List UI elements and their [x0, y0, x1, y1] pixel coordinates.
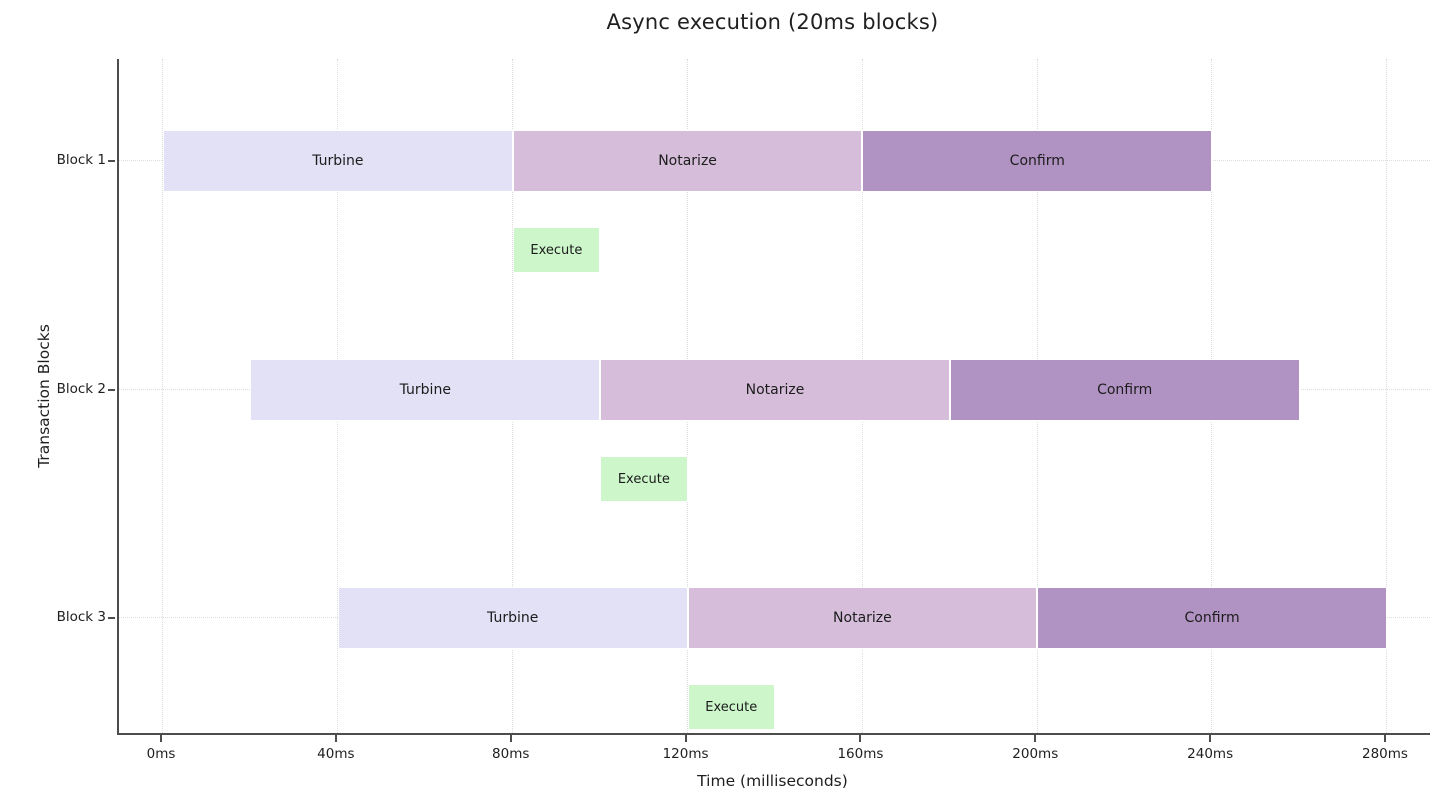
- bar-label: Execute: [705, 699, 758, 715]
- x-tick-mark: [334, 735, 337, 742]
- plot-area: Turbine Notarize Confirm Execute Turbine Nota…: [117, 59, 1430, 735]
- bar-label: Turbine: [399, 382, 451, 398]
- bar-label: Turbine: [312, 153, 364, 169]
- gantt-bar-turbine: Turbine: [337, 587, 688, 649]
- v-gridline: [1386, 59, 1388, 733]
- x-axis-label: Time (milliseconds): [697, 772, 848, 790]
- bar-label: Notarize: [745, 382, 805, 398]
- gantt-bar-execute: Execute: [687, 684, 775, 730]
- gantt-bar-turbine: Turbine: [250, 359, 601, 421]
- x-tick-label: 0ms: [146, 746, 176, 762]
- x-tick-mark: [160, 735, 162, 742]
- gantt-bar-confirm: Confirm: [1037, 587, 1387, 649]
- x-tick-mark: [1383, 735, 1386, 742]
- y-tick-mark: [108, 617, 115, 619]
- gantt-bar-turbine: Turbine: [163, 130, 513, 192]
- gantt-bar-confirm: Confirm: [862, 130, 1213, 192]
- y-tick-mark: [108, 389, 115, 391]
- x-tick-mark: [1034, 735, 1037, 742]
- bar-label: Turbine: [487, 610, 539, 626]
- bar-label: Notarize: [658, 153, 717, 169]
- bar-label: Confirm: [1184, 610, 1240, 626]
- x-tick-label: 280ms: [1362, 746, 1408, 762]
- x-tick-label: 40ms: [317, 746, 355, 762]
- x-tick-label: 80ms: [492, 746, 530, 762]
- x-tick-label: 240ms: [1187, 746, 1234, 762]
- gantt-bar-notarize: Notarize: [600, 359, 950, 421]
- x-tick-label: 160ms: [837, 746, 884, 762]
- bar-label: Notarize: [833, 610, 892, 626]
- bar-label: Execute: [530, 242, 583, 258]
- x-tick-mark: [1209, 735, 1212, 742]
- gantt-bar-notarize: Notarize: [512, 130, 863, 192]
- gantt-bar-execute: Execute: [600, 456, 688, 502]
- x-tick-mark: [859, 735, 862, 742]
- y-tick-label: Block 2: [56, 381, 106, 397]
- bar-label: Confirm: [1009, 153, 1065, 169]
- bar-label: Execute: [617, 471, 670, 487]
- bar-label: Confirm: [1097, 382, 1153, 398]
- gantt-bar-confirm: Confirm: [949, 359, 1300, 421]
- v-gridline: [162, 59, 164, 733]
- gantt-bar-notarize: Notarize: [687, 587, 1038, 649]
- x-tick-mark: [684, 735, 687, 742]
- x-tick-mark: [509, 735, 512, 742]
- chart-title: Async execution (20ms blocks): [606, 10, 939, 34]
- y-tick-mark: [108, 160, 115, 162]
- y-tick-label: Block 3: [56, 609, 106, 625]
- x-tick-label: 120ms: [662, 746, 709, 762]
- gantt-bar-execute: Execute: [512, 227, 601, 273]
- y-tick-label: Block 1: [56, 152, 106, 168]
- x-tick-label: 200ms: [1012, 746, 1059, 762]
